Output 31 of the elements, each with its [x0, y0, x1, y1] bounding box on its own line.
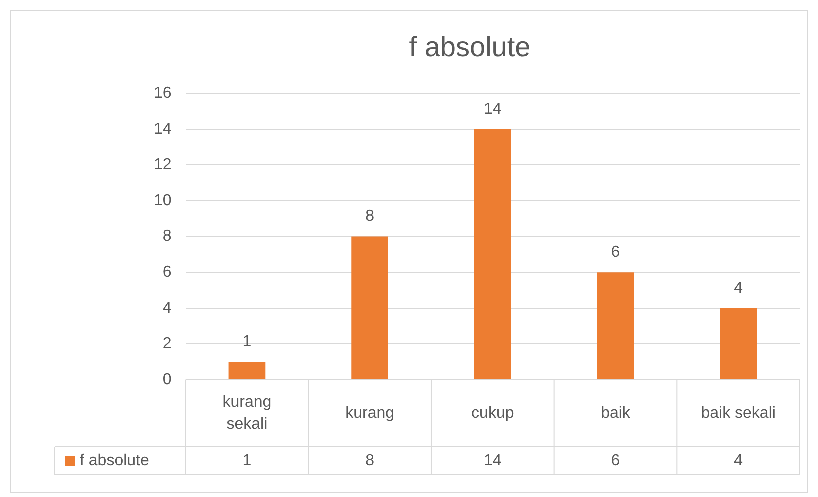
y-tick-label: 12 — [154, 156, 172, 174]
bar — [597, 272, 634, 380]
data-label: 8 — [366, 452, 375, 470]
x-tick-label: baik — [601, 404, 632, 422]
y-tick-label: 14 — [154, 120, 172, 138]
y-tick-label: 0 — [162, 371, 172, 388]
x-tick-label: baik sekali — [701, 404, 776, 422]
legend-label: f absolute — [80, 452, 150, 470]
y-tick-label: 10 — [154, 192, 172, 210]
bar — [474, 129, 512, 380]
data-label: 6 — [611, 452, 620, 470]
chart-title: f absolute — [409, 32, 531, 63]
y-tick-label: 2 — [162, 336, 172, 353]
annotation: 14 — [484, 100, 502, 118]
data-label: 1 — [242, 452, 252, 470]
bar — [228, 362, 266, 380]
annotation: 4 — [734, 280, 744, 297]
y-tick-label: 8 — [162, 228, 172, 246]
annotation: 1 — [242, 334, 252, 351]
bar — [720, 308, 758, 380]
bar — [352, 236, 388, 380]
y-tick-label: 16 — [154, 85, 172, 102]
data-label: 4 — [734, 452, 744, 470]
annotation: 6 — [611, 244, 620, 262]
y-tick-label: 6 — [162, 264, 172, 282]
annotation: 8 — [366, 208, 375, 226]
x-tick-label: kurang — [346, 404, 395, 422]
y-tick-label: 4 — [162, 300, 172, 317]
x-tick-label: cukup — [472, 404, 514, 422]
x-tick-label: kurang sekali — [222, 394, 272, 433]
data-label: 14 — [484, 452, 502, 470]
